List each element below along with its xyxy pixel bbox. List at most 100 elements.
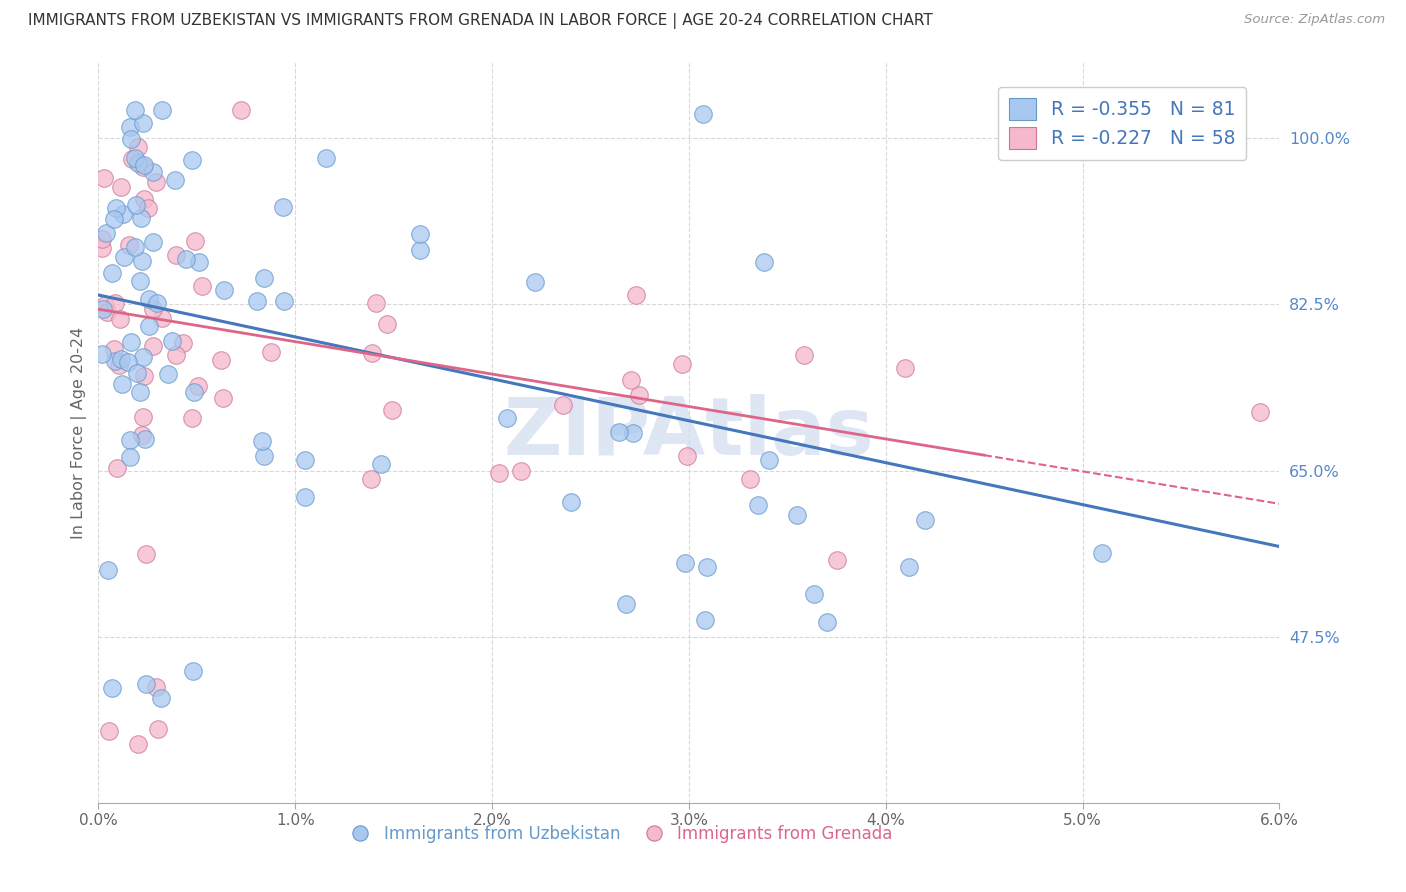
Point (117, 355, 139, 369)
Point (125, 197, 148, 211)
Point (91, 302, 114, 317)
Point (142, 235, 165, 250)
Point (165, 248, 187, 262)
Point (134, 192, 156, 206)
Point (156, 367, 179, 381)
Point (163, 172, 186, 186)
Point (165, 348, 187, 362)
Point (127, 156, 149, 170)
Point (209, 352, 232, 367)
Point (110, 351, 132, 366)
Point (160, 334, 183, 348)
Point (188, 254, 211, 268)
Point (142, 165, 165, 179)
Point (117, 237, 139, 252)
Point (100, 681, 122, 695)
Point (132, 158, 155, 172)
Point (132, 409, 155, 424)
Point (211, 392, 233, 406)
Point (112, 207, 135, 221)
Point (620, 373, 643, 387)
Point (110, 179, 132, 194)
Point (145, 680, 167, 694)
Point (747, 498, 769, 512)
Point (91, 347, 114, 361)
Point (212, 283, 235, 297)
Point (696, 559, 718, 574)
Text: ZIPAtlas: ZIPAtlas (503, 393, 875, 472)
Point (693, 613, 716, 627)
Point (134, 432, 156, 446)
Point (360, 472, 382, 486)
Point (105, 461, 128, 475)
Point (149, 690, 172, 705)
Point (191, 278, 214, 293)
Point (231, 103, 253, 117)
Point (127, 140, 149, 154)
Point (112, 250, 135, 264)
Point (676, 449, 699, 463)
Point (110, 311, 132, 326)
Point (93, 171, 115, 186)
Point (103, 342, 125, 356)
Point (138, 319, 160, 334)
Point (131, 254, 153, 268)
Point (138, 292, 160, 306)
Point (120, 131, 142, 145)
Point (105, 201, 128, 215)
Point (150, 103, 173, 117)
Point (97, 723, 120, 738)
Legend: Immigrants from Uzbekistan, Immigrants from Grenada: Immigrants from Uzbekistan, Immigrants f… (337, 819, 898, 850)
Point (253, 271, 276, 285)
Point (180, 153, 202, 168)
Point (124, 240, 146, 254)
Point (146, 722, 169, 736)
Point (129, 385, 152, 400)
Point (131, 161, 153, 175)
Point (145, 175, 167, 189)
Point (1249, 405, 1271, 419)
Point (124, 151, 146, 165)
Point (253, 449, 276, 463)
Point (793, 348, 815, 362)
Point (181, 664, 204, 678)
Point (132, 351, 155, 365)
Point (184, 235, 207, 249)
Point (523, 275, 546, 289)
Point (509, 464, 531, 478)
Point (488, 467, 510, 481)
Point (898, 559, 921, 574)
Point (375, 318, 398, 332)
Point (607, 425, 630, 439)
Point (142, 339, 165, 353)
Point (120, 450, 142, 465)
Point (271, 200, 294, 214)
Text: IMMIGRANTS FROM UZBEKISTAN VS IMMIGRANTS FROM GRENADA IN LABOR FORCE | AGE 20-24: IMMIGRANTS FROM UZBEKISTAN VS IMMIGRANTS… (28, 13, 932, 29)
Point (740, 471, 762, 485)
Point (370, 457, 392, 471)
Point (361, 345, 384, 359)
Point (124, 103, 146, 117)
Point (111, 377, 134, 392)
Point (273, 293, 295, 308)
Point (294, 490, 316, 504)
Point (409, 243, 432, 257)
Y-axis label: In Labor Force | Age 20-24: In Labor Force | Age 20-24 (72, 326, 87, 539)
Point (827, 553, 849, 567)
Point (135, 547, 157, 561)
Point (627, 388, 650, 402)
Point (142, 301, 165, 316)
Point (1091, 546, 1114, 560)
Point (104, 354, 127, 368)
Point (135, 676, 157, 690)
Point (136, 202, 159, 216)
Point (803, 587, 825, 601)
Point (673, 556, 696, 570)
Point (364, 296, 387, 310)
Point (187, 379, 209, 393)
Point (172, 336, 194, 351)
Point (692, 107, 714, 121)
Point (146, 296, 169, 310)
Point (496, 411, 519, 425)
Point (103, 212, 125, 227)
